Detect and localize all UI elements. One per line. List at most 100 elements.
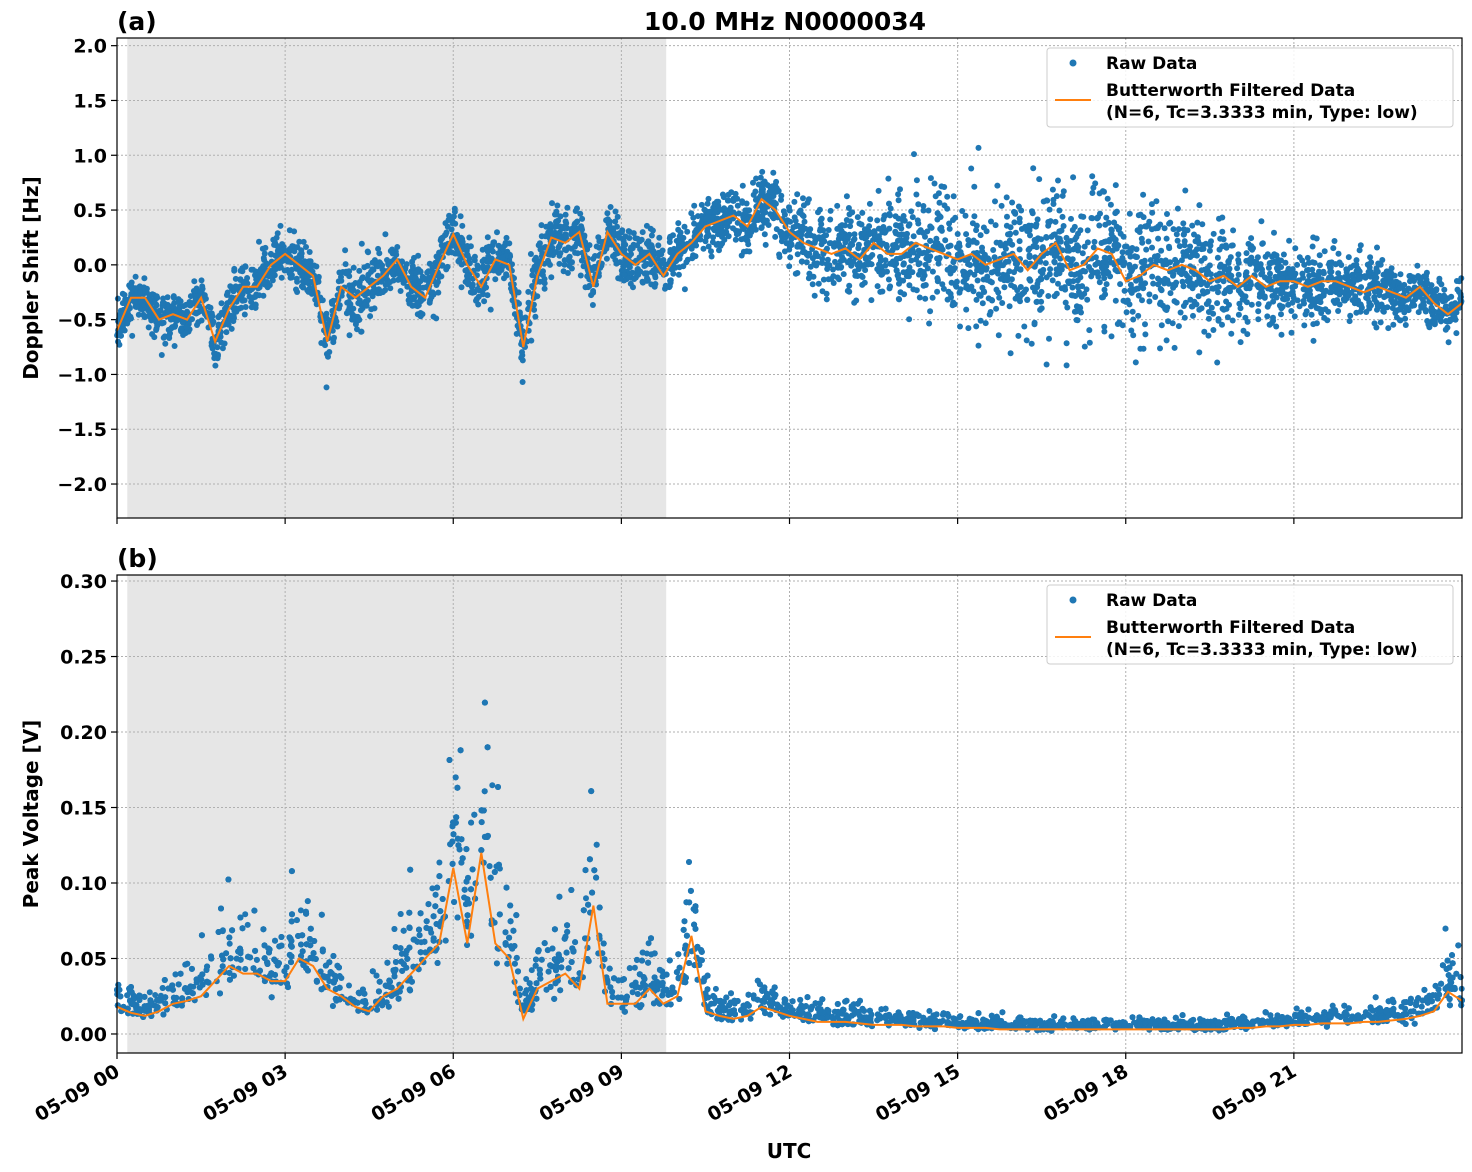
raw-point	[1346, 318, 1353, 325]
raw-point	[900, 261, 907, 268]
raw-point	[238, 304, 245, 311]
raw-point	[662, 282, 669, 289]
y-tick-label: 0.20	[60, 722, 107, 744]
raw-point	[1063, 362, 1070, 369]
raw-point	[913, 191, 920, 198]
raw-point	[786, 263, 793, 270]
raw-point	[1054, 268, 1061, 275]
raw-point	[590, 288, 597, 294]
raw-point	[934, 275, 941, 282]
raw-point	[1017, 266, 1024, 273]
raw-point	[757, 174, 764, 181]
raw-point	[923, 255, 930, 262]
raw-point	[242, 263, 249, 270]
raw-point	[1068, 215, 1074, 222]
raw-point	[291, 248, 298, 255]
raw-point	[1424, 280, 1431, 287]
raw-point	[968, 283, 975, 290]
raw-point	[1189, 222, 1196, 229]
raw-point	[1282, 259, 1289, 266]
raw-point	[1367, 254, 1374, 261]
raw-point	[1135, 212, 1142, 219]
raw-point	[154, 294, 161, 301]
raw-point	[1162, 257, 1169, 264]
raw-point	[364, 248, 371, 255]
raw-point	[374, 263, 381, 270]
raw-point	[1145, 238, 1152, 245]
raw-point	[900, 277, 907, 284]
raw-point	[466, 234, 473, 241]
raw-point	[132, 273, 139, 280]
raw-point	[1112, 297, 1119, 304]
raw-point	[525, 288, 532, 295]
raw-point	[1420, 302, 1427, 309]
raw-point	[1396, 317, 1403, 324]
raw-point	[1207, 242, 1214, 249]
raw-point	[145, 312, 152, 319]
raw-point	[345, 299, 352, 305]
raw-point	[156, 308, 163, 315]
raw-point	[915, 220, 922, 227]
raw-point	[1004, 273, 1011, 280]
raw-point	[905, 273, 912, 280]
raw-point	[1049, 186, 1056, 193]
raw-point	[1270, 314, 1276, 321]
raw-point	[639, 279, 646, 286]
raw-point	[1201, 255, 1208, 262]
raw-point	[1181, 226, 1187, 233]
raw-point	[1120, 262, 1127, 269]
raw-point	[882, 257, 889, 264]
raw-point	[1448, 293, 1455, 300]
raw-point	[269, 277, 276, 284]
raw-point	[272, 239, 278, 246]
raw-point	[1003, 194, 1010, 201]
raw-point	[355, 316, 362, 323]
raw-point	[629, 269, 636, 276]
raw-point	[250, 294, 257, 301]
y-tick-label: 0.25	[60, 647, 107, 669]
raw-point	[480, 263, 487, 270]
panel-a: 2.01.51.00.50.0−0.5−1.0−1.5−2.0(a)Dopple…	[19, 7, 1465, 524]
raw-point	[1046, 206, 1053, 213]
raw-point	[1436, 292, 1443, 299]
raw-point	[1248, 235, 1255, 242]
raw-point	[842, 222, 848, 229]
raw-point	[352, 321, 359, 328]
raw-point	[875, 187, 882, 194]
raw-point	[1235, 271, 1242, 278]
raw-point	[489, 248, 496, 255]
raw-point	[1215, 283, 1222, 290]
raw-point	[1166, 220, 1173, 227]
raw-point	[409, 263, 416, 269]
raw-point	[835, 240, 842, 247]
raw-point	[1210, 285, 1217, 292]
raw-point	[593, 243, 600, 250]
y-tick-label: 0.05	[60, 948, 107, 970]
raw-point	[906, 316, 913, 323]
raw-point	[1050, 196, 1057, 203]
raw-point	[675, 220, 682, 227]
raw-point	[1043, 234, 1050, 240]
raw-point	[805, 275, 812, 282]
raw-point	[705, 243, 712, 250]
raw-point	[1082, 268, 1089, 275]
raw-point	[903, 234, 910, 241]
raw-point	[1056, 207, 1063, 214]
raw-point	[725, 233, 732, 240]
raw-point	[519, 357, 526, 364]
raw-point	[586, 242, 593, 249]
raw-point	[1119, 322, 1126, 329]
raw-point	[179, 319, 186, 326]
raw-point	[988, 279, 995, 286]
raw-point	[1235, 311, 1242, 318]
raw-point	[1148, 226, 1155, 233]
raw-point	[852, 272, 859, 279]
raw-point	[1267, 270, 1273, 277]
raw-point	[118, 332, 124, 339]
raw-point	[1011, 208, 1017, 215]
raw-point	[967, 262, 974, 268]
raw-point	[698, 222, 704, 229]
raw-point	[1031, 237, 1038, 243]
raw-point	[1164, 211, 1170, 217]
raw-point	[167, 316, 174, 323]
